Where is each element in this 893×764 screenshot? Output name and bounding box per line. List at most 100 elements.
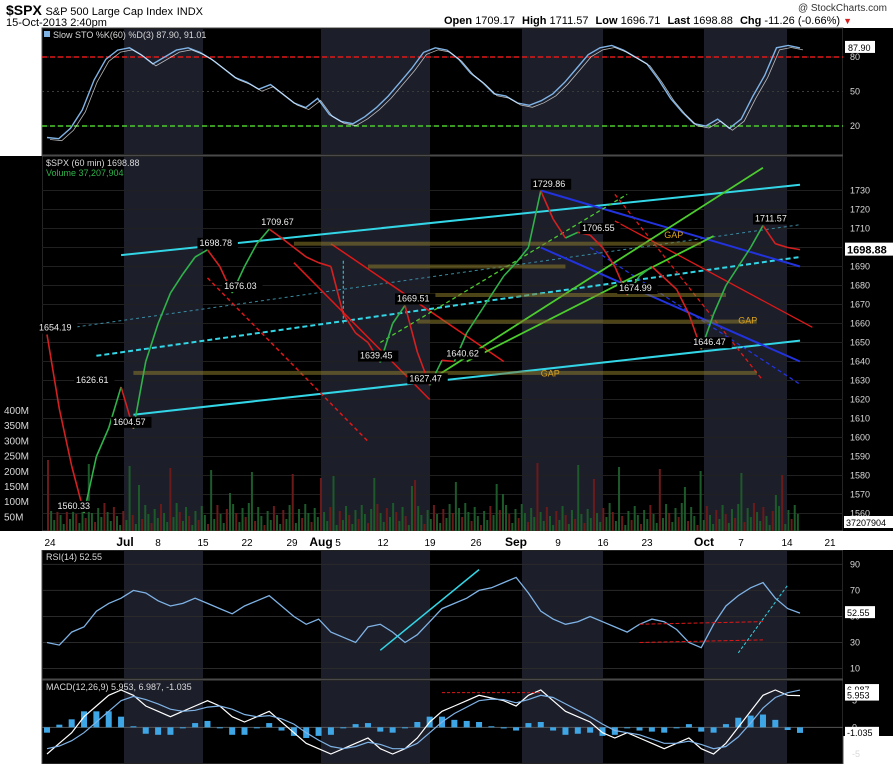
volume-bar: [671, 522, 674, 531]
volume-bar: [570, 510, 573, 531]
volume-bar: [109, 521, 112, 531]
volume-bar: [542, 521, 545, 531]
price-segment: [552, 218, 567, 239]
price-segment: [478, 294, 493, 315]
price-segment: [527, 190, 542, 248]
sto-y-tick-label: 20: [850, 121, 860, 131]
annotation-bg: [37, 322, 78, 334]
volume-bar: [734, 518, 737, 531]
price-annotation: 1560.33: [58, 501, 91, 511]
macd-hist-bar: [562, 727, 569, 735]
green-line-2: [466, 235, 714, 363]
price-segment: [503, 262, 517, 277]
volume-bar: [175, 503, 178, 531]
gap-label: GAP: [738, 316, 757, 326]
price-annotation: 1627.47: [409, 373, 442, 383]
volume-bar: [759, 521, 762, 531]
macd-hist-bar: [500, 727, 507, 729]
volume-bar: [354, 510, 357, 531]
annotation-bg: [394, 293, 436, 305]
volume-bar: [784, 524, 787, 531]
price-shade-band: [522, 157, 603, 530]
volume-bar: [210, 470, 213, 531]
price-legend-text: $SPX (60 min) 1698.88: [46, 158, 140, 168]
ohlc-row: Open 1709.17 High 1711.57 Low 1696.71 La…: [444, 15, 852, 27]
price-segment: [466, 313, 480, 334]
volume-bar: [624, 525, 627, 531]
macd-hist-bar: [327, 727, 334, 735]
volume-bar: [68, 519, 71, 531]
volume-bar: [567, 524, 570, 531]
volume-bar: [423, 524, 426, 531]
volume-bar: [580, 514, 583, 531]
price-segment: [601, 247, 616, 267]
volume-bar: [348, 515, 351, 531]
exchange: INDX: [176, 6, 203, 18]
volume-bar: [618, 467, 621, 531]
macd-hist-bar: [685, 724, 692, 728]
rsi-red-dashed-2: [639, 639, 763, 643]
macd-hist-bar: [377, 727, 384, 732]
price-segment: [194, 249, 208, 258]
volume-bar: [517, 518, 520, 531]
macd-hist-bar: [525, 723, 532, 728]
annotation-bg: [580, 223, 621, 235]
sto-last-value: 87.90: [848, 43, 871, 53]
price-segment: [58, 408, 73, 467]
price-segment: [268, 228, 283, 239]
x-tick-label: Jul: [116, 535, 133, 549]
cyan-mid-dashed: [96, 256, 801, 357]
volume-bar: [78, 523, 81, 531]
volume-bar: [81, 509, 84, 531]
price-segment: [639, 265, 653, 277]
volume-bar: [705, 506, 708, 531]
price-segment: [490, 275, 505, 296]
price-y-tick-label: 1610: [850, 414, 870, 424]
rsi-trendline: [379, 569, 480, 651]
price-annotation: 1676.03: [224, 281, 257, 291]
macd-hist-bar: [624, 727, 631, 729]
volume-bar: [643, 510, 646, 531]
volume-bar: [677, 517, 680, 531]
volume-bar: [351, 524, 354, 531]
x-tick-label: 15: [197, 538, 209, 549]
volume-bar: [134, 524, 137, 531]
volume-y-tick-label: 100M: [4, 497, 29, 508]
volume-bar: [376, 504, 379, 531]
date-axis-strip: [0, 531, 893, 550]
macd-hist-bar: [266, 723, 273, 728]
volume-bar: [762, 507, 765, 531]
price-segment: [712, 285, 727, 315]
price-annotation: 1639.45: [360, 351, 393, 361]
volume-bar: [144, 505, 147, 531]
volume-bar: [319, 478, 322, 531]
macd-hist-bar: [488, 726, 495, 728]
volume-bars: [47, 460, 799, 531]
macd-hist-bar: [587, 727, 594, 733]
volume-bar: [313, 508, 316, 531]
volume-bar: [796, 514, 799, 531]
price-y-tick-label: 1560: [850, 509, 870, 519]
macd-hist-bar: [797, 727, 803, 733]
price-shade-band: [124, 157, 203, 530]
last-value: 1698.88: [693, 15, 733, 27]
volume-bar: [222, 523, 225, 531]
price-annotation: 1711.57: [755, 214, 787, 224]
volume-bar: [125, 520, 128, 531]
volume-bar: [461, 517, 464, 531]
volume-bar: [683, 487, 686, 531]
macd-hist-bar: [105, 711, 112, 728]
rsi-shade-band: [522, 551, 603, 678]
green-line-1: [429, 166, 764, 382]
volume-bar: [335, 525, 338, 531]
macd-hist-bar: [636, 727, 643, 731]
annotation-bg: [752, 213, 794, 225]
price-last-value: 1698.88: [847, 245, 887, 257]
olive-level-band: [417, 293, 726, 297]
price-segment: [725, 266, 739, 286]
macd-hist-bar: [290, 727, 297, 736]
volume-bar: [59, 515, 62, 531]
volume-bar: [291, 474, 294, 531]
volume-bar: [680, 503, 683, 531]
